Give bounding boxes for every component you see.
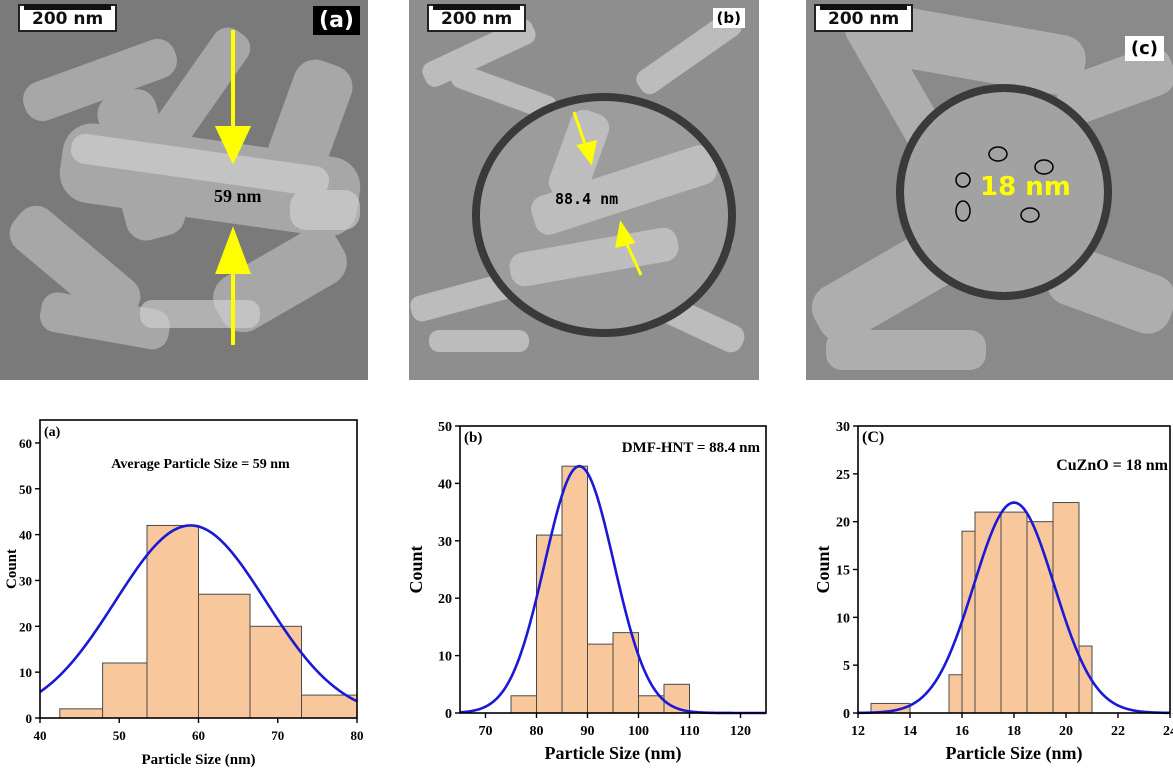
x-tick-label: 60 (192, 728, 205, 743)
sem-texture-a (0, 0, 368, 380)
histogram-bar (663, 683, 690, 714)
y-axis-label: Count (406, 545, 426, 593)
x-tick-label: 120 (730, 724, 751, 739)
chart-panel-label: (a) (44, 425, 61, 440)
x-tick-label: 40 (34, 728, 47, 743)
y-tick-label: 20 (438, 592, 452, 607)
histogram-svg-c: 12 14 16 18 20 22 24 0 5 10 15 20 25 30 Particle Size … (813, 420, 1173, 764)
histogram-bar (961, 530, 976, 714)
sem-texture-c (806, 0, 1173, 380)
histogram-b: 70 80 90 100 110 120 0 10 20 30 40 50 Particle Size … (398, 380, 788, 776)
histogram-c: 12 14 16 18 20 22 24 0 5 10 15 20 25 30 Particle Size … (805, 380, 1173, 776)
histogram-bar (198, 593, 251, 719)
x-tick-label: 90 (581, 724, 595, 739)
panel-label-c: (c) (1124, 36, 1164, 61)
y-tick-label: 0 (26, 711, 33, 726)
x-tick-label: 70 (479, 724, 493, 739)
size-annotation-b: 88.4 nm (555, 190, 619, 208)
scale-bar-b: 200 nm (427, 4, 527, 32)
plot-frame (459, 425, 767, 714)
sem-image-a: 200 nm (a) 59 nm (0, 0, 368, 380)
y-tick-label: 20 (19, 619, 32, 634)
panel-label-b: (b) (712, 8, 745, 28)
histogram-a: 40 50 60 70 80 0 10 20 30 40 50 60 Particle Size (nm… (0, 380, 380, 776)
histogram-svg-a: 40 50 60 70 80 0 10 20 30 40 50 60 Particle Size (nm… (4, 419, 364, 768)
x-tick-label: 70 (271, 728, 284, 743)
x-tick-label: 20 (1059, 724, 1073, 739)
x-tick-label: 22 (1111, 724, 1125, 739)
y-tick-label: 0 (445, 707, 452, 722)
sem-image-b: 200 nm (b) 88.4 nm (409, 0, 759, 380)
x-tick-label: 100 (628, 724, 649, 739)
histogram-bar (301, 694, 358, 719)
x-axis-label: Particle Size (nm) (141, 752, 255, 768)
histogram-bar (510, 695, 537, 714)
scale-bar-a: 200 nm (18, 4, 118, 32)
y-tick-label: 15 (836, 564, 850, 579)
histogram-bar (536, 534, 563, 714)
y-tick-label: 50 (438, 420, 452, 435)
x-tick-label: 110 (679, 724, 699, 739)
y-tick-label: 0 (843, 707, 850, 722)
histogram-bar (1052, 502, 1080, 714)
x-axis-label: Particle Size (nm) (545, 743, 682, 764)
panel-label-a: (a) (313, 6, 360, 35)
histogram-bar (1026, 521, 1054, 714)
chart-annotation: CuZnO = 18 nm (1056, 457, 1168, 474)
size-annotation-c: 18 nm (980, 172, 1071, 202)
chart-annotation: DMF-HNT = 88.4 nm (622, 440, 761, 456)
y-tick-label: 10 (438, 650, 452, 665)
y-axis-label: Count (813, 545, 833, 593)
sem-texture-b (409, 0, 759, 380)
x-tick-label: 16 (955, 724, 969, 739)
y-tick-label: 40 (19, 528, 32, 543)
histogram-bar (249, 625, 303, 719)
x-tick-label: 50 (113, 728, 126, 743)
x-tick-label: 80 (530, 724, 544, 739)
histogram-bar (948, 674, 963, 714)
histogram-bar (102, 662, 148, 719)
histogram-bar (1000, 511, 1028, 714)
y-tick-label: 30 (19, 573, 32, 588)
y-tick-label: 40 (438, 477, 452, 492)
x-tick-label: 12 (851, 724, 865, 739)
scale-bar-c: 200 nm (814, 4, 914, 32)
y-tick-label: 30 (438, 535, 452, 550)
y-tick-label: 10 (836, 611, 850, 626)
x-tick-label: 80 (351, 728, 364, 743)
y-tick-label: 5 (843, 659, 850, 674)
x-tick-label: 24 (1163, 724, 1173, 739)
histogram-bar (146, 524, 200, 719)
y-tick-label: 30 (836, 420, 850, 435)
chart-panel-label: (C) (862, 429, 884, 446)
y-tick-label: 20 (836, 516, 850, 531)
y-tick-label: 10 (19, 665, 32, 680)
y-axis-label: Count (4, 549, 20, 589)
y-tick-label: 60 (19, 436, 32, 451)
size-annotation-a: 59 nm (214, 186, 262, 206)
chart-panel-label: (b) (464, 430, 482, 446)
histogram-bar (59, 708, 104, 719)
histogram-bar (587, 643, 614, 714)
histogram-bar (561, 465, 588, 714)
gaussian-fit-curve (857, 501, 1171, 715)
y-tick-label: 25 (836, 468, 850, 483)
sem-image-c: 200 nm (c) 18 nm (806, 0, 1173, 380)
histogram-svg-b: 70 80 90 100 110 120 0 10 20 30 40 50 Particle Size … (406, 420, 767, 764)
x-tick-label: 14 (903, 724, 917, 739)
y-tick-label: 50 (19, 482, 32, 497)
chart-annotation: Average Particle Size = 59 nm (111, 457, 290, 472)
x-axis-label: Particle Size (nm) (946, 743, 1083, 764)
gaussian-fit-curve (39, 524, 358, 703)
x-tick-label: 18 (1007, 724, 1021, 739)
